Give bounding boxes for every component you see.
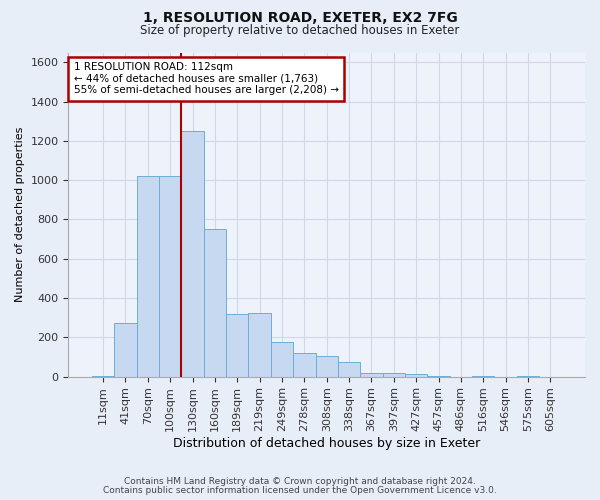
Bar [114,322,137,376]
X-axis label: Distribution of detached houses by size in Exeter: Distribution of detached houses by size … [173,437,481,450]
Text: 1 RESOLUTION ROAD: 112sqm
← 44% of detached houses are smaller (1,763)
55% of se: 1 RESOLUTION ROAD: 112sqm ← 44% of detac… [74,62,338,96]
Bar [181,131,204,376]
Bar [293,353,316,376]
Bar [360,372,383,376]
Bar [159,176,181,376]
Y-axis label: Number of detached properties: Number of detached properties [15,127,25,302]
Bar [383,372,405,376]
Bar [226,314,248,376]
Text: Contains public sector information licensed under the Open Government Licence v3: Contains public sector information licen… [103,486,497,495]
Bar [316,356,338,376]
Text: Contains HM Land Registry data © Crown copyright and database right 2024.: Contains HM Land Registry data © Crown c… [124,477,476,486]
Bar [271,342,293,376]
Bar [248,313,271,376]
Bar [338,362,360,376]
Bar [137,176,159,376]
Bar [204,230,226,376]
Text: 1, RESOLUTION ROAD, EXETER, EX2 7FG: 1, RESOLUTION ROAD, EXETER, EX2 7FG [143,11,457,25]
Text: Size of property relative to detached houses in Exeter: Size of property relative to detached ho… [140,24,460,37]
Bar [405,374,427,376]
